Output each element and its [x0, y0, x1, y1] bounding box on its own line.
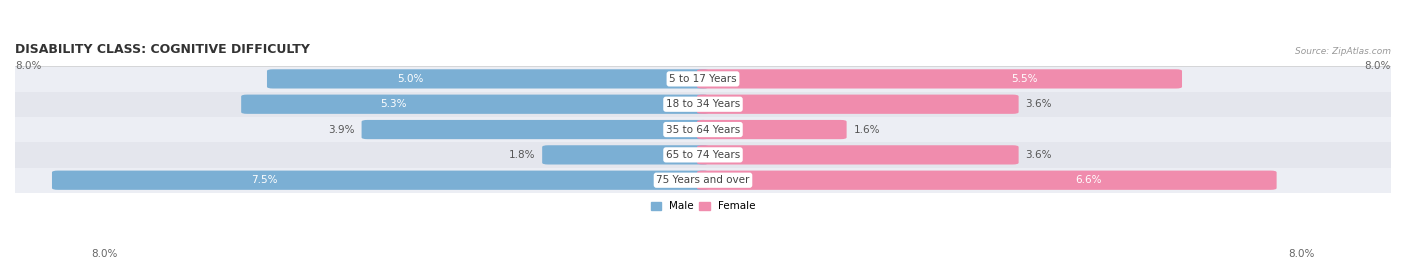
FancyBboxPatch shape: [543, 145, 709, 164]
FancyBboxPatch shape: [697, 94, 1018, 114]
Text: 7.5%: 7.5%: [252, 175, 277, 185]
FancyBboxPatch shape: [361, 120, 709, 139]
FancyBboxPatch shape: [697, 69, 1182, 89]
Bar: [15, 142, 1391, 168]
Text: DISABILITY CLASS: COGNITIVE DIFFICULTY: DISABILITY CLASS: COGNITIVE DIFFICULTY: [15, 43, 309, 56]
Text: 18 to 34 Years: 18 to 34 Years: [666, 99, 740, 109]
Text: 5.0%: 5.0%: [398, 74, 423, 84]
Text: 8.0%: 8.0%: [91, 249, 118, 259]
Text: 35 to 64 Years: 35 to 64 Years: [666, 124, 740, 134]
Bar: [15, 168, 1391, 193]
Bar: [15, 66, 1391, 92]
Text: 75 Years and over: 75 Years and over: [657, 175, 749, 185]
Text: 5.3%: 5.3%: [380, 99, 406, 109]
FancyBboxPatch shape: [242, 94, 709, 114]
Text: 8.0%: 8.0%: [1288, 249, 1315, 259]
FancyBboxPatch shape: [52, 171, 709, 190]
FancyBboxPatch shape: [697, 171, 1277, 190]
FancyBboxPatch shape: [697, 120, 846, 139]
Text: 5 to 17 Years: 5 to 17 Years: [669, 74, 737, 84]
Text: 65 to 74 Years: 65 to 74 Years: [666, 150, 740, 160]
Legend: Male, Female: Male, Female: [647, 197, 759, 215]
Text: 1.6%: 1.6%: [853, 124, 880, 134]
Text: 3.6%: 3.6%: [1025, 99, 1052, 109]
Text: 1.8%: 1.8%: [509, 150, 536, 160]
Text: 8.0%: 8.0%: [1365, 61, 1391, 71]
FancyBboxPatch shape: [267, 69, 709, 89]
Text: Source: ZipAtlas.com: Source: ZipAtlas.com: [1295, 47, 1391, 56]
Text: 8.0%: 8.0%: [15, 61, 41, 71]
Bar: [15, 117, 1391, 142]
Text: 3.6%: 3.6%: [1025, 150, 1052, 160]
Text: 3.9%: 3.9%: [328, 124, 354, 134]
Text: 6.6%: 6.6%: [1076, 175, 1102, 185]
Text: 5.5%: 5.5%: [1011, 74, 1038, 84]
FancyBboxPatch shape: [697, 145, 1018, 164]
Bar: [15, 92, 1391, 117]
